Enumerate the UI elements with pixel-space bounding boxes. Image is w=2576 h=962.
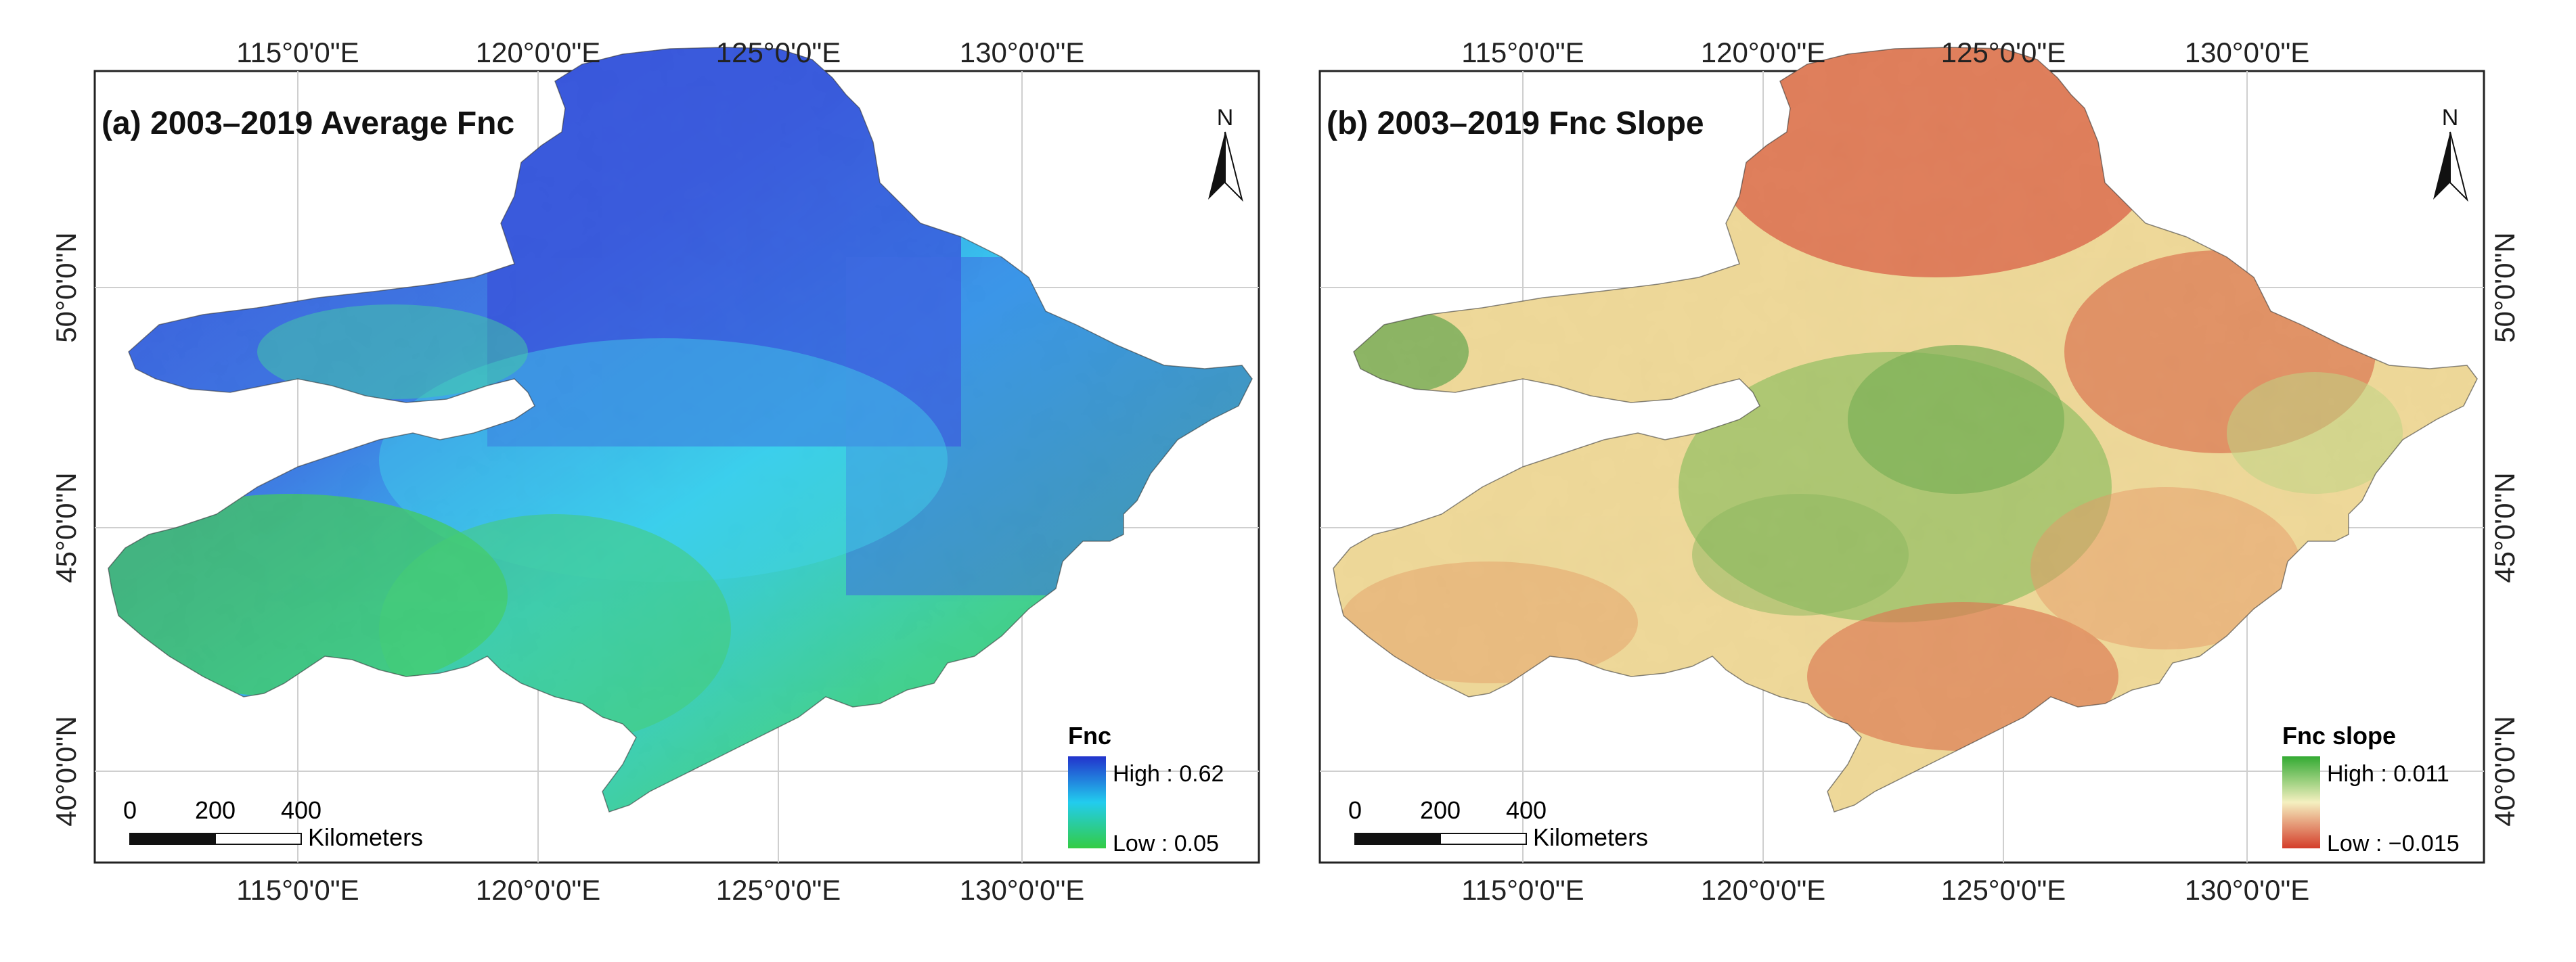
lon-tick-top-a: 120°0'0"E xyxy=(476,37,601,68)
north-arrow-a: N xyxy=(1208,105,1243,202)
legend-low-a: Low : 0.05 xyxy=(1113,831,1219,856)
scale-tick-a: 400 xyxy=(281,796,321,824)
scale-unit-a: Kilometers xyxy=(308,823,423,851)
lon-tick-top-b: 120°0'0"E xyxy=(1701,37,1826,68)
lat-tick-right-b: 40°0'0"N xyxy=(2489,716,2521,827)
lon-ticks-bottom-b: 115°0'0"E 120°0'0"E 125°0'0"E 130°0'0"E xyxy=(1461,874,2309,906)
panel-b: (b) 2003–2019 Fnc Slope N 115°0'0"E 120°… xyxy=(1318,37,2521,906)
lon-tick-bottom-b: 115°0'0"E xyxy=(1461,874,1584,906)
lon-ticks-bottom-a: 115°0'0"E 120°0'0"E 125°0'0"E 130°0'0"E xyxy=(236,874,1084,906)
lon-tick-bottom-b: 130°0'0"E xyxy=(2185,874,2310,906)
lon-tick-bottom-a: 115°0'0"E xyxy=(236,874,359,906)
lon-ticks-top-a: 115°0'0"E 120°0'0"E 125°0'0"E 130°0'0"E xyxy=(236,37,1084,68)
legend-high-b: High : 0.011 xyxy=(2327,761,2449,787)
lon-tick-top-b: 115°0'0"E xyxy=(1461,37,1584,68)
legend-title-a: Fnc xyxy=(1068,722,1111,750)
lat-tick-left-a: 45°0'0"N xyxy=(50,472,82,583)
lon-tick-bottom-b: 120°0'0"E xyxy=(1701,874,1826,906)
lon-tick-top-b: 125°0'0"E xyxy=(1941,37,2066,68)
legend-a: Fnc High : 0.62 Low : 0.05 xyxy=(1068,722,1224,856)
lat-tick-right-b: 45°0'0"N xyxy=(2489,472,2521,583)
lat-ticks-right-b: 50°0'0"N 45°0'0"N 40°0'0"N xyxy=(2489,232,2521,827)
legend-title-b: Fnc slope xyxy=(2282,722,2396,750)
north-arrow-b: N xyxy=(2433,105,2468,202)
scale-tick-b: 0 xyxy=(1348,796,1362,824)
legend-low-b: Low : −0.015 xyxy=(2327,831,2460,856)
panel-title-b: (b) 2003–2019 Fnc Slope xyxy=(1327,106,1704,141)
legend-b: Fnc slope High : 0.011 Low : −0.015 xyxy=(2282,722,2460,856)
scale-unit-b: Kilometers xyxy=(1533,823,1648,851)
lon-tick-bottom-a: 125°0'0"E xyxy=(716,874,841,906)
scale-tick-b: 200 xyxy=(1420,796,1461,824)
lat-tick-right-b: 50°0'0"N xyxy=(2489,232,2521,343)
lat-tick-left-a: 50°0'0"N xyxy=(50,232,82,343)
lon-tick-top-a: 115°0'0"E xyxy=(236,37,359,68)
north-label-b: N xyxy=(2442,105,2459,131)
lat-tick-left-a: 40°0'0"N xyxy=(50,716,82,827)
lon-tick-top-a: 130°0'0"E xyxy=(960,37,1085,68)
lon-ticks-top-b: 115°0'0"E 120°0'0"E 125°0'0"E 130°0'0"E xyxy=(1461,37,2309,68)
lon-tick-bottom-a: 130°0'0"E xyxy=(960,874,1085,906)
legend-high-a: High : 0.62 xyxy=(1113,761,1224,787)
lon-tick-top-b: 130°0'0"E xyxy=(2185,37,2310,68)
lat-ticks-left-a: 50°0'0"N 45°0'0"N 40°0'0"N xyxy=(50,232,82,827)
panel-a: (a) 2003–2019 Average Fnc N 115°0'0"E 12… xyxy=(50,37,1260,906)
legend-colorbar-a xyxy=(1068,756,1106,848)
scale-tick-a: 200 xyxy=(195,796,236,824)
north-label-a: N xyxy=(1217,105,1234,131)
scale-tick-b: 400 xyxy=(1506,796,1547,824)
lon-tick-bottom-b: 125°0'0"E xyxy=(1941,874,2066,906)
lon-tick-top-a: 125°0'0"E xyxy=(716,37,841,68)
panel-title-a: (a) 2003–2019 Average Fnc xyxy=(102,106,514,141)
lon-tick-bottom-a: 120°0'0"E xyxy=(476,874,601,906)
legend-colorbar-b xyxy=(2282,756,2320,848)
scale-tick-a: 0 xyxy=(123,796,137,824)
scale-bar-a: 0 200 400 Kilometers xyxy=(123,796,423,851)
scale-bar-b: 0 200 400 Kilometers xyxy=(1348,796,1648,851)
